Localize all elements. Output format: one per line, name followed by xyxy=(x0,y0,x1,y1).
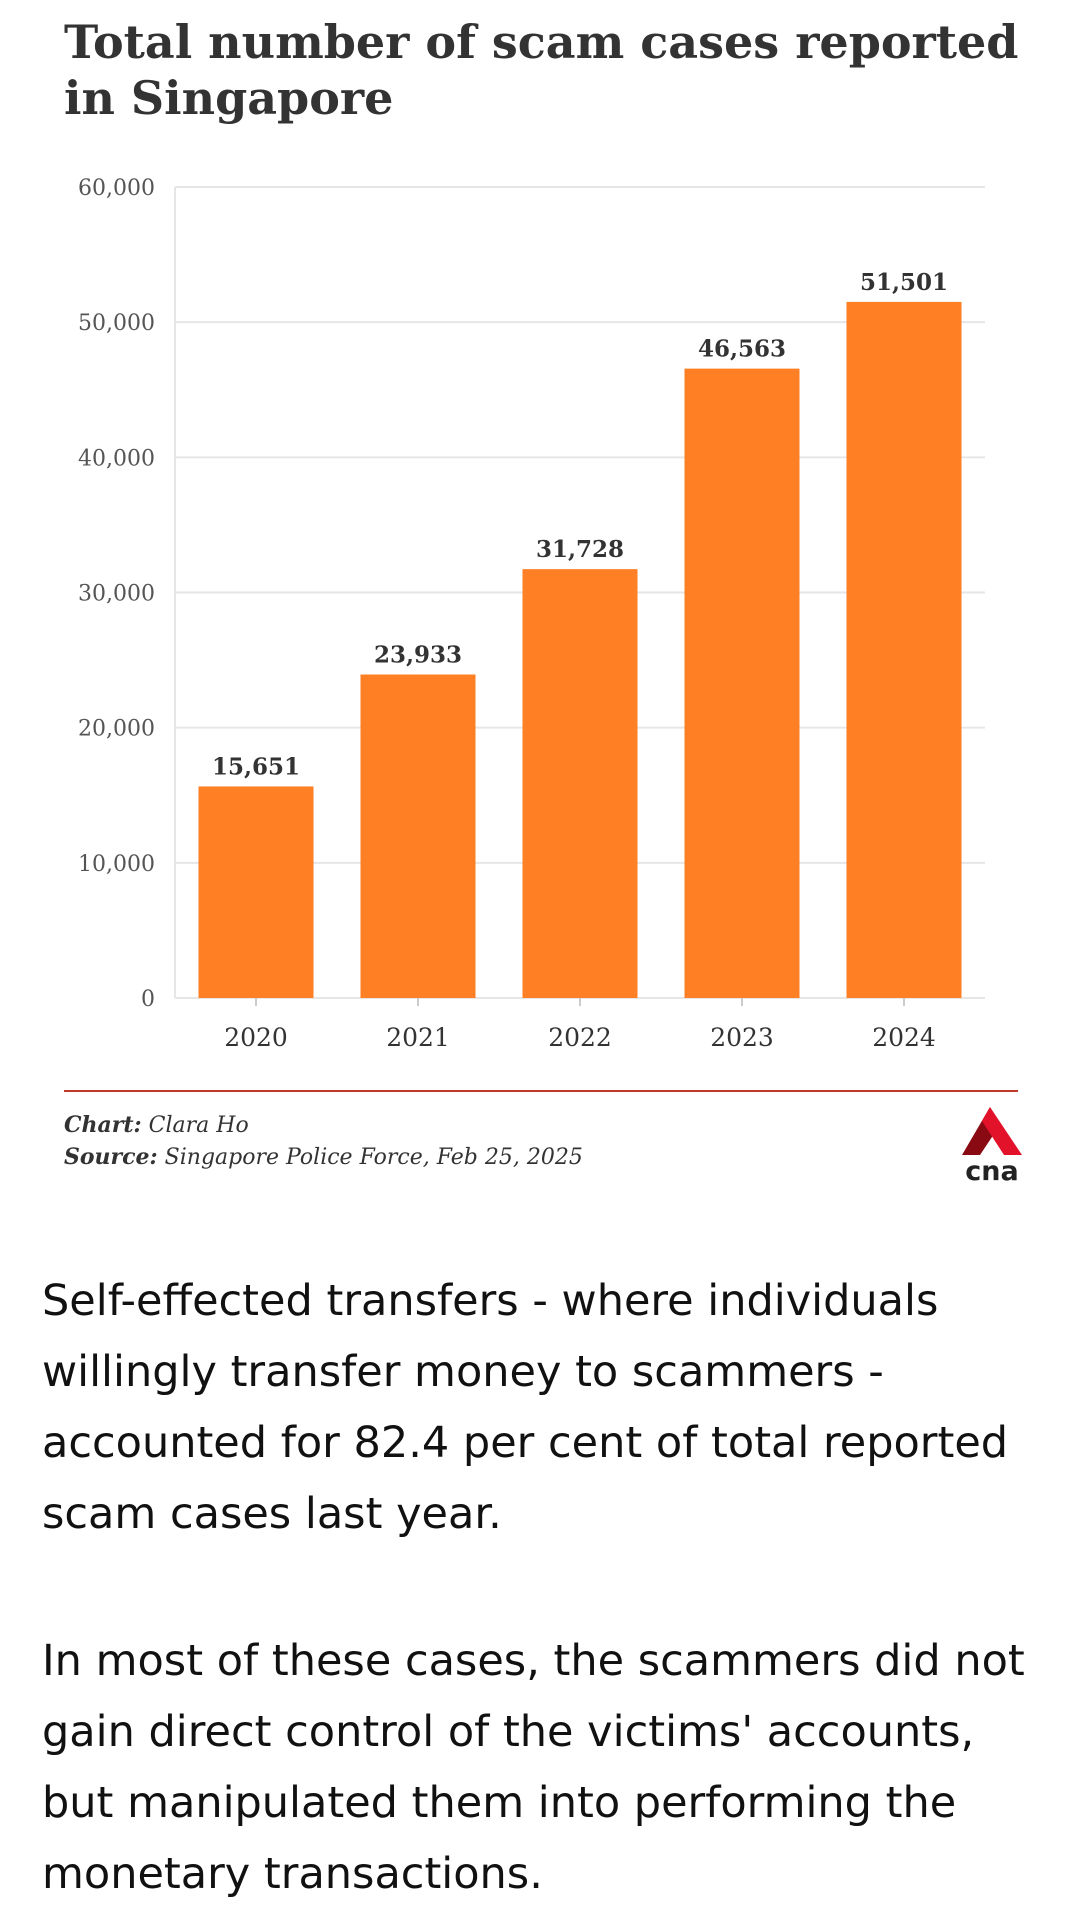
chart-credit-label: Chart: xyxy=(64,1112,142,1138)
source-credit-label: Source: xyxy=(64,1144,158,1170)
x-axis-tick-labels: 2020 2021 2022 2023 2024 xyxy=(224,998,936,1052)
chart-credit: Chart: Clara Ho xyxy=(64,1112,249,1138)
data-label: 51,501 xyxy=(860,269,948,296)
y-tick-label: 40,000 xyxy=(78,446,155,471)
y-tick-label: 10,000 xyxy=(78,852,155,877)
cna-logo: cna xyxy=(962,1107,1022,1183)
bar xyxy=(522,569,638,998)
x-tick-label: 2022 xyxy=(548,1023,612,1052)
x-tick-label: 2024 xyxy=(872,1023,936,1052)
chart-title: Total number of scam cases reported in S… xyxy=(64,15,1019,125)
footer-divider xyxy=(64,1090,1018,1092)
bar xyxy=(198,786,314,998)
data-label: 46,563 xyxy=(698,336,786,363)
article-paragraph-2: In most of these cases, the scammers did… xyxy=(42,1636,1025,1899)
bars xyxy=(198,301,962,999)
x-tick-label: 2020 xyxy=(224,1023,288,1052)
source-credit-value: Singapore Police Force, Feb 25, 2025 xyxy=(164,1145,583,1170)
bar xyxy=(846,301,962,998)
x-tick-label: 2023 xyxy=(710,1023,774,1052)
data-labels: 15,651 23,933 31,728 46,563 51,501 xyxy=(212,269,948,781)
y-tick-label: 60,000 xyxy=(78,176,155,201)
bar-chart: 0 10,000 20,000 30,000 40,000 50,000 60,000 15… xyxy=(78,176,985,1052)
chart-credit-value: Clara Ho xyxy=(148,1113,249,1138)
bar xyxy=(684,368,800,999)
cna-logo-text: cna xyxy=(965,1156,1018,1183)
data-label: 23,933 xyxy=(374,642,462,669)
data-label: 31,728 xyxy=(536,536,624,563)
y-axis-tick-labels: 0 10,000 20,000 30,000 40,000 50,000 60,000 xyxy=(78,176,155,1012)
data-label: 15,651 xyxy=(212,753,300,780)
y-tick-label: 0 xyxy=(141,987,155,1012)
x-tick-label: 2021 xyxy=(386,1023,450,1052)
article-paragraph-1: Self-effected transfers - where individu… xyxy=(42,1276,1009,1539)
source-credit: Source: Singapore Police Force, Feb 25, … xyxy=(64,1144,583,1170)
y-tick-label: 20,000 xyxy=(78,717,155,742)
y-tick-label: 50,000 xyxy=(78,311,155,336)
y-tick-label: 30,000 xyxy=(78,582,155,607)
bar xyxy=(360,674,476,998)
cna-logo-right-stroke xyxy=(982,1107,1022,1155)
